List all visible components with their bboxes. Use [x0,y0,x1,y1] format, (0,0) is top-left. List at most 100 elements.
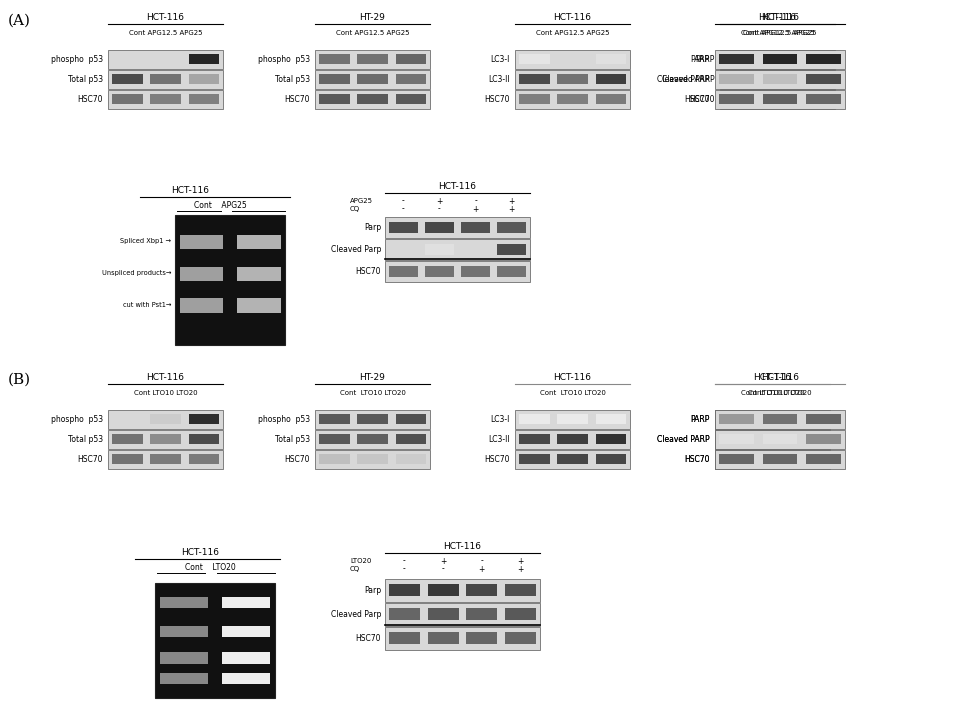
Text: HSC70: HSC70 [285,455,310,464]
Bar [319,94,349,104]
Bar [715,430,845,449]
Bar [806,414,840,424]
Bar [319,434,349,444]
Text: Cleaved PARP: Cleaved PARP [657,75,710,84]
Text: -: - [481,557,484,565]
Text: (B): (B) [8,373,31,387]
Text: HSC70: HSC70 [285,95,310,104]
Bar [319,454,349,464]
Bar [385,239,530,259]
Bar [720,434,754,444]
Text: Cleaved PARP: Cleaved PARP [657,435,710,444]
Text: HT-29: HT-29 [360,13,385,22]
Bar [762,74,798,84]
Text: (A): (A) [8,14,31,28]
Bar [188,54,219,64]
Bar [428,632,458,644]
Bar [515,90,630,108]
Bar [315,410,430,429]
Text: HSC70: HSC70 [356,267,381,276]
Bar [396,454,426,464]
Bar [150,454,180,464]
Bar [357,414,388,424]
Bar [515,410,630,429]
Bar [396,74,426,84]
Bar [222,652,270,664]
Bar [557,414,588,424]
Text: +: + [436,197,443,206]
Bar [315,50,430,68]
Bar [723,94,755,104]
Bar [357,94,388,104]
Bar [319,54,349,64]
Text: +: + [473,204,479,214]
Bar [108,90,223,108]
Bar [150,434,180,444]
Bar [150,74,180,84]
Text: -: - [403,565,406,573]
Bar [466,584,497,597]
Bar [112,94,142,104]
Text: APG25: APG25 [350,198,373,204]
Bar [385,261,530,281]
Bar [515,450,630,468]
Bar [396,94,426,104]
Text: -: - [403,557,406,565]
Bar [519,434,550,444]
Bar [385,579,540,602]
Bar [796,434,826,444]
Text: HCT-116: HCT-116 [444,542,482,551]
Text: Cont APG12.5 APG25: Cont APG12.5 APG25 [335,30,410,36]
Bar [715,90,845,108]
Text: Cont    APG25: Cont APG25 [194,201,247,210]
Text: Cont LTO10 LTO20: Cont LTO10 LTO20 [134,390,197,396]
Text: -: - [438,204,441,214]
Bar [762,94,793,104]
Bar [319,74,349,84]
Text: Cont APG12.5 APG25: Cont APG12.5 APG25 [741,30,814,36]
Text: phospho  p53: phospho p53 [257,415,310,424]
Text: HCT-116: HCT-116 [181,548,219,557]
Text: +: + [509,197,515,206]
Bar [396,434,426,444]
Bar [188,434,219,444]
Bar [112,454,142,464]
Bar [428,608,458,620]
Bar [389,608,420,620]
Text: Cont APG12.5 APG25: Cont APG12.5 APG25 [535,30,609,36]
Bar [519,54,550,64]
Bar [596,74,626,84]
Bar [389,266,417,277]
Bar [715,430,830,449]
Text: Cont LTO10 LTO20: Cont LTO10 LTO20 [748,390,812,396]
Text: LC3-II: LC3-II [488,435,510,444]
Bar [389,584,420,597]
Text: phospho  p53: phospho p53 [257,55,310,64]
Bar [188,94,219,104]
Bar [150,94,180,104]
Bar [519,414,550,424]
Bar [596,54,626,64]
Bar [715,450,830,468]
Bar [596,454,626,464]
Text: +: + [518,565,524,573]
Text: HCT-116: HCT-116 [439,182,477,191]
Bar [806,74,840,84]
Bar [150,414,180,424]
Text: Total p53: Total p53 [275,435,310,444]
Text: HCT-116: HCT-116 [146,13,184,22]
Bar [505,584,536,597]
Bar [155,583,275,698]
Bar [762,434,798,444]
Text: Total p53: Total p53 [275,75,310,84]
Text: PARP: PARP [690,415,710,424]
Text: HSC70: HSC70 [684,95,710,104]
Bar [357,434,388,444]
Bar [762,94,798,104]
Text: Cleaved PARP: Cleaved PARP [662,75,715,84]
Text: LC3-II: LC3-II [488,75,510,84]
Bar [108,430,223,449]
Bar [719,434,750,444]
Bar [806,94,840,104]
Bar [112,74,142,84]
